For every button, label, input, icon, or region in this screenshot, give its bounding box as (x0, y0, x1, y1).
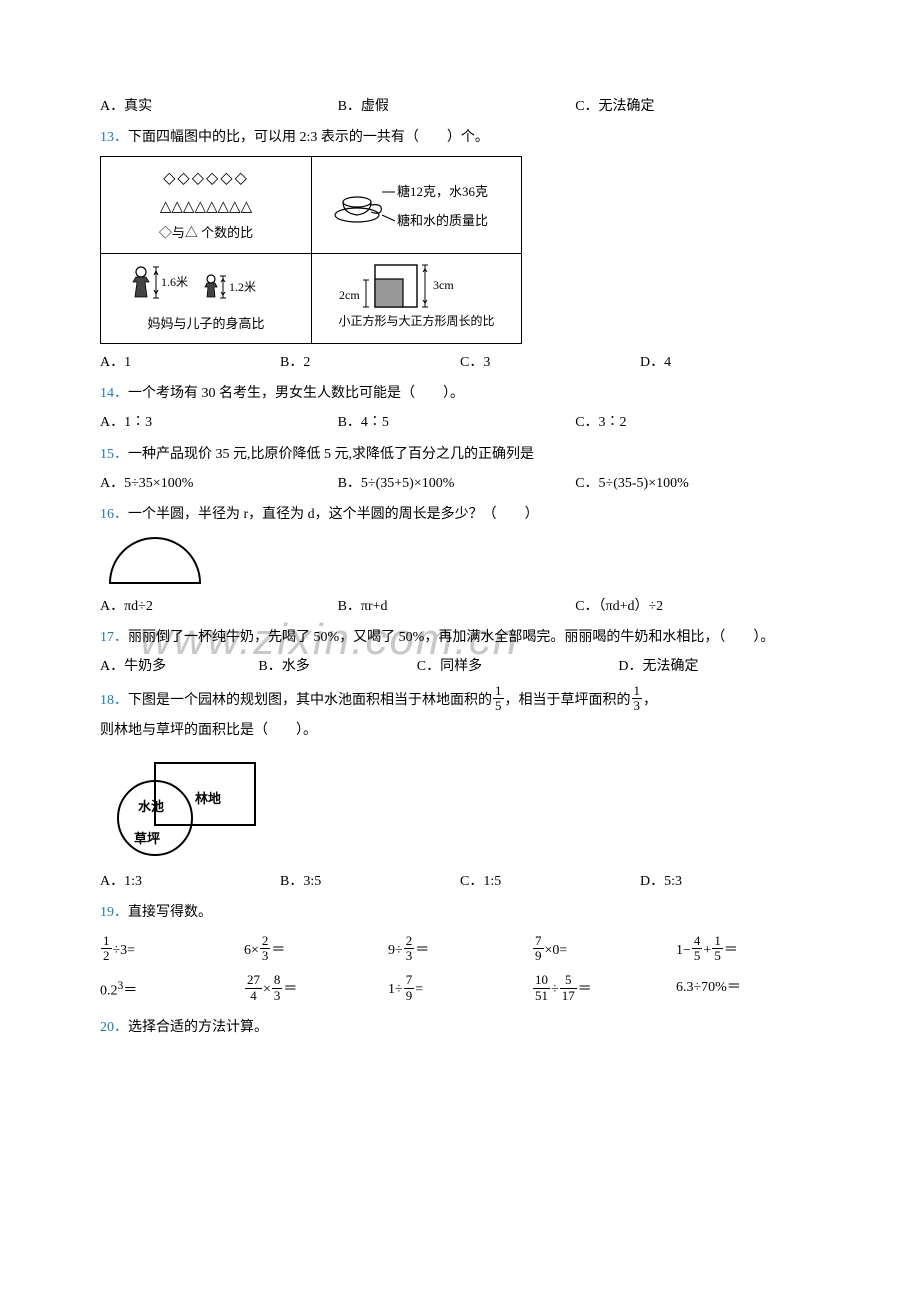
svg-text:2cm: 2cm (339, 288, 360, 302)
q18-option-c: C．1:5 (460, 869, 640, 894)
q12-option-b: B．虚假 (338, 94, 576, 119)
calc-5: 1−45+15＝ (676, 936, 820, 966)
q14-option-b: B．4∶5 (338, 410, 576, 435)
calc-1: 12÷3= (100, 936, 244, 966)
q13-num: 13． (100, 130, 128, 145)
q18-options: A．1:3 B．3:5 C．1:5 D．5:3 (100, 869, 820, 894)
q16-option-b: B．πr+d (338, 594, 576, 619)
q13-options: A．1 B．2 C．3 D．4 (100, 350, 820, 375)
q14-option-c: C．3∶2 (575, 410, 813, 435)
q17-option-b: B．水多 (258, 654, 416, 679)
q14-options: A．1∶3 B．4∶5 C．3∶2 (100, 410, 820, 435)
q13-option-c: C．3 (460, 350, 640, 375)
q17-option-d: D．无法确定 (618, 654, 820, 679)
q13: 13．下面四幅图中的比，可以用 2:3 表示的一共有（ ）个。 (100, 125, 820, 150)
q13-cell3-label: 妈妈与儿子的身高比 (147, 312, 264, 335)
q12-options: A．真实 B．虚假 C．无法确定 (100, 94, 820, 119)
q16-option-a: A．πd÷2 (100, 594, 338, 619)
garden-diagram: 水池 林地 草坪 (100, 753, 270, 863)
q18-num: 18． (100, 693, 128, 708)
svg-text:草坪: 草坪 (134, 831, 160, 846)
q13-cell1-label: ◇与△ 个数的比 (159, 221, 253, 244)
q15-option-b: B．5÷(35+5)×100% (338, 471, 576, 496)
q13-table: ◇◇◇◇◇◇ △△△△△△△△ ◇与△ 个数的比 糖12克，水36克 (100, 156, 522, 344)
frac-1-3: 13 (632, 684, 643, 714)
q18-text-d: 则林地与草坪的面积比是（ ）。 (100, 716, 820, 747)
calc-8: 1÷79= (388, 975, 532, 1005)
q20-text: 选择合适的方法计算。 (128, 1020, 268, 1035)
q16-option-c: C．（πd+d）÷2 (575, 594, 813, 619)
q19-text: 直接写得数。 (128, 905, 212, 920)
q15: 15．一种产品现价 35 元,比原价降低 5 元,求降低了百分之几的正确列是 (100, 442, 820, 467)
q13-cell1: ◇◇◇◇◇◇ △△△△△△△△ ◇与△ 个数的比 (111, 165, 301, 244)
calc-6: 0.23＝ (100, 975, 244, 1005)
q18-text-b: ，相当于草坪面积的 (505, 693, 631, 708)
q13-text: 下面四幅图中的比，可以用 2:3 表示的一共有（ ）个。 (128, 130, 489, 145)
q17-num: 17． (100, 630, 128, 645)
q13-cell1-diamonds: ◇◇◇◇◇◇ (163, 165, 249, 194)
garden-figure: 水池 林地 草坪 (100, 753, 820, 863)
svg-text:1.6米: 1.6米 (161, 275, 188, 289)
q16-text: 一个半圆，半径为 r，直径为 d，这个半圆的周长是多少？（ ） (128, 507, 539, 522)
svg-text:糖和水的质量比: 糖和水的质量比 (397, 213, 488, 228)
q18-option-a: A．1:3 (100, 869, 280, 894)
q13-option-d: D．4 (640, 350, 820, 375)
q12-option-a: A．真实 (100, 94, 338, 119)
semicircle-figure (100, 533, 820, 588)
q12-option-c: C．无法确定 (575, 94, 813, 119)
calc-9: 1051÷517＝ (532, 975, 676, 1005)
q13-option-a: A．1 (100, 350, 280, 375)
q15-text: 一种产品现价 35 元,比原价降低 5 元,求降低了百分之几的正确列是 (128, 447, 534, 462)
calc-4: 79×0= (532, 936, 676, 966)
q15-options: A．5÷35×100% B．5÷(35+5)×100% C．5÷(35-5)×1… (100, 471, 820, 496)
calc-7: 274×83＝ (244, 975, 388, 1005)
q19: 19．直接写得数。 (100, 900, 820, 925)
q14: 14．一个考场有 30 名考生，男女生人数比可能是（ ）。 (100, 381, 820, 406)
squares-icon: 2cm 3cm (327, 263, 507, 311)
q13-cell1-triangles: △△△△△△△△ (160, 194, 252, 221)
semicircle-icon (100, 533, 210, 588)
q16-num: 16． (100, 507, 128, 522)
svg-text:林地: 林地 (195, 791, 221, 806)
q19-row2: 0.23＝ 274×83＝ 1÷79= 1051÷517＝ 6.3÷70%＝ (100, 975, 820, 1005)
q20: 20．选择合适的方法计算。 (100, 1015, 820, 1040)
calc-3: 9÷23＝ (388, 936, 532, 966)
q14-text: 一个考场有 30 名考生，男女生人数比可能是（ ）。 (128, 386, 464, 401)
svg-text:水池: 水池 (138, 799, 164, 814)
q13-cell4-label: 小正方形与大正方形周长的比 (338, 311, 494, 333)
q13-cell3: 1.6米 1.2米 妈妈与儿子的身高比 (111, 262, 301, 335)
calc-10: 6.3÷70%＝ (676, 975, 820, 1005)
q17-text: 丽丽倒了一杯纯牛奶，先喝了 50%，又喝了 50%，再加满水全部喝完。丽丽喝的牛… (128, 630, 774, 645)
q18-text-c: ， (643, 693, 657, 708)
q17: 17．丽丽倒了一杯纯牛奶，先喝了 50%，又喝了 50%，再加满水全部喝完。丽丽… (100, 625, 820, 650)
q14-num: 14． (100, 386, 128, 401)
q13-cell4: 2cm 3cm 小正方形与大正方形周长的比 (322, 263, 511, 333)
calc-2: 6×23＝ (244, 936, 388, 966)
q18-option-b: B．3:5 (280, 869, 460, 894)
q16: 16．一个半圆，半径为 r，直径为 d，这个半圆的周长是多少？（ ） (100, 502, 820, 527)
q18: 18．下图是一个园林的规划图，其中水池面积相当于林地面积的15，相当于草坪面积的… (100, 686, 820, 748)
q13-option-b: B．2 (280, 350, 460, 375)
q17-options: A．牛奶多 B．水多 C．同样多 D．无法确定 (100, 654, 820, 679)
q20-num: 20． (100, 1020, 128, 1035)
q14-option-a: A．1∶3 (100, 410, 338, 435)
mom-son-icon: 1.6米 1.2米 (111, 262, 301, 312)
q19-row1: 12÷3= 6×23＝ 9÷23＝ 79×0= 1−45+15＝ (100, 936, 820, 966)
q16-options: A．πd÷2 B．πr+d C．（πd+d）÷2 (100, 594, 820, 619)
svg-text:1.2米: 1.2米 (229, 280, 256, 294)
q17-option-a: A．牛奶多 (100, 654, 258, 679)
q19-num: 19． (100, 905, 128, 920)
q15-num: 15． (100, 447, 128, 462)
frac-1-5: 15 (493, 684, 504, 714)
cup-icon: 糖12克，水36克 糖和水的质量比 (327, 177, 507, 232)
svg-text:3cm: 3cm (433, 278, 454, 292)
q18-text-a: 下图是一个园林的规划图，其中水池面积相当于林地面积的 (128, 693, 492, 708)
q17-option-c: C．同样多 (417, 654, 619, 679)
svg-text:糖12克，水36克: 糖12克，水36克 (397, 184, 488, 199)
q13-cell2: 糖12克，水36克 糖和水的质量比 (322, 177, 511, 232)
q15-option-c: C．5÷(35-5)×100% (575, 471, 813, 496)
q15-option-a: A．5÷35×100% (100, 471, 338, 496)
q18-option-d: D．5:3 (640, 869, 820, 894)
